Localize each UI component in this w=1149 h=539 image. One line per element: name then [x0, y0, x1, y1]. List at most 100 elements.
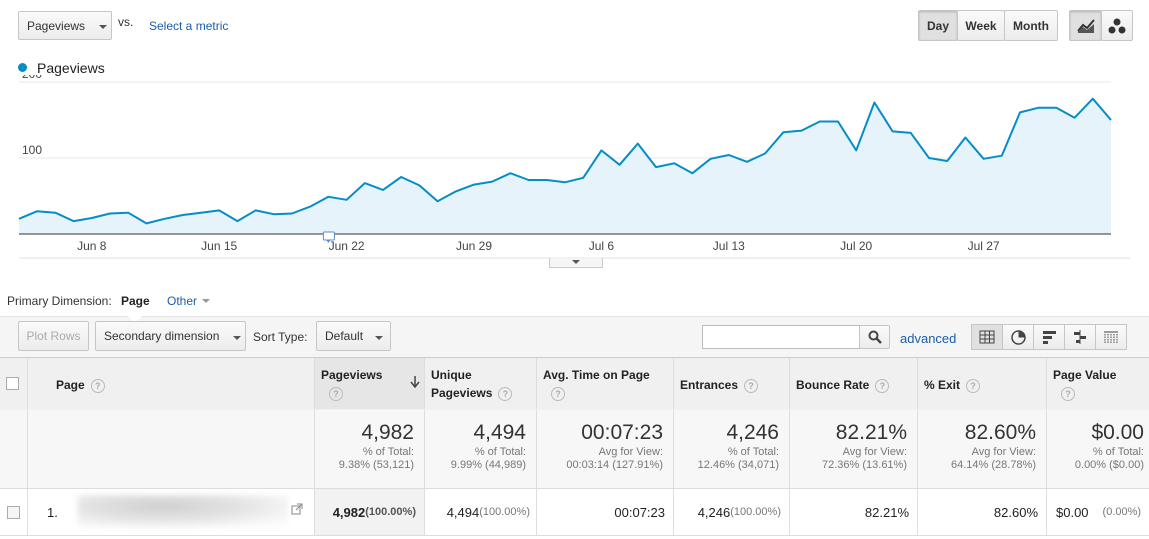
- header-page[interactable]: Page?: [28, 358, 315, 409]
- header-page-label: Page: [56, 378, 85, 392]
- help-icon[interactable]: ?: [744, 378, 759, 393]
- period-month-label: Month: [1013, 18, 1049, 33]
- totals-bounce-rate-value: 82.21%: [835, 421, 907, 444]
- vs-label: vs.: [118, 15, 134, 29]
- header-unique-label-1: Unique: [431, 368, 472, 382]
- table-search-input[interactable]: [702, 325, 860, 349]
- table-row: [0, 489, 1149, 536]
- x-tick-label: Jun 22: [329, 239, 365, 253]
- totals-unique: 4,494 % of Total: 9.99% (44,989): [425, 410, 537, 488]
- line-chart-icon: [1076, 18, 1095, 33]
- totals-spacer-check: [0, 410, 28, 488]
- view-performance-button[interactable]: [1033, 324, 1065, 350]
- dimension-other[interactable]: Other: [167, 294, 198, 308]
- view-pivot-button[interactable]: [1095, 324, 1127, 350]
- row-entrances-cell: 4,246 (100.00%): [674, 489, 790, 535]
- chevron-down-icon: [99, 25, 107, 29]
- help-icon[interactable]: ?: [875, 378, 890, 393]
- bar-chart-icon: [1042, 331, 1056, 344]
- header-unique-pageviews[interactable]: Unique Pageviews?: [425, 358, 537, 409]
- annotation-marker-icon: [322, 231, 335, 241]
- metric-select-value: Pageviews: [27, 18, 86, 33]
- totals-unique-caption: % of Total:: [474, 446, 526, 458]
- motion-chart-button[interactable]: [1101, 10, 1133, 41]
- help-icon[interactable]: ?: [966, 378, 981, 393]
- primary-dimension-label: Primary Dimension:: [7, 294, 112, 308]
- header-entrances[interactable]: Entrances?: [674, 358, 790, 409]
- help-icon[interactable]: ?: [1061, 386, 1075, 401]
- external-link-icon[interactable]: [291, 503, 303, 515]
- totals-entrances: 4,246 % of Total: 12.46% (34,071): [674, 410, 790, 488]
- row-page-value-cell: $0.00 (0.00%): [1047, 489, 1149, 535]
- dimension-page[interactable]: Page: [121, 294, 150, 308]
- totals-avg-time: 00:07:23 Avg for View: 00:03:14 (127.91%…: [537, 410, 674, 488]
- totals-bounce-rate-caption: Avg for View:: [842, 446, 907, 458]
- view-pie-button[interactable]: [1002, 324, 1034, 350]
- totals-entrances-detail: 12.46% (34,071): [697, 459, 779, 471]
- period-month-button[interactable]: Month: [1004, 10, 1058, 41]
- search-button[interactable]: [859, 325, 890, 349]
- series-area: [19, 98, 1111, 234]
- header-select-all: [0, 358, 28, 409]
- header-exit[interactable]: % Exit?: [918, 358, 1047, 409]
- active-tab-notch: [128, 316, 142, 323]
- totals-page-value-detail: 0.00% ($0.00): [1074, 459, 1144, 471]
- row-bounce-rate-cell: 82.21%: [790, 489, 918, 535]
- secondary-dimension-select[interactable]: Secondary dimension: [95, 321, 246, 351]
- totals-page-value-caption: % of Total:: [1092, 446, 1144, 458]
- totals-exit-caption: Avg for View:: [971, 446, 1036, 458]
- row-entrances-pct: (100.00%): [730, 506, 781, 518]
- x-tick-label: Jul 20: [840, 239, 872, 253]
- select-metric-link[interactable]: Select a metric: [149, 19, 229, 33]
- bubble-chart-icon: [1108, 18, 1126, 33]
- totals-avg-time-detail: 00:03:14 (127.91%): [566, 459, 663, 471]
- header-page-value-label: Page Value: [1053, 368, 1117, 382]
- metric-select[interactable]: Pageviews: [18, 11, 112, 40]
- totals-pageviews-caption: % of Total:: [362, 446, 414, 458]
- help-icon[interactable]: ?: [90, 378, 105, 393]
- totals-spacer-page: [28, 410, 315, 488]
- x-tick-label: Jun 29: [456, 239, 492, 253]
- help-icon[interactable]: ?: [551, 386, 565, 401]
- header-exit-label: % Exit: [924, 378, 961, 392]
- row-page-value-pct: (0.00%): [1102, 506, 1142, 518]
- sort-type-select[interactable]: Default: [316, 321, 391, 351]
- header-pageviews[interactable]: Pageviews?: [315, 358, 425, 409]
- row-entrances-value: 4,246: [697, 504, 731, 520]
- row-avg-time-cell: 00:07:23: [537, 489, 674, 535]
- legend-series-name: Pageviews: [37, 60, 105, 76]
- x-tick-label: Jun 8: [77, 239, 107, 253]
- header-bounce-rate[interactable]: Bounce Rate?: [790, 358, 918, 409]
- search-icon: [868, 330, 882, 344]
- period-day-button[interactable]: Day: [918, 10, 958, 41]
- row-index: 1.: [47, 504, 58, 520]
- row-page-value-value: $0.00: [1056, 504, 1089, 520]
- chart-collapse-handle[interactable]: [549, 258, 603, 268]
- line-chart-button[interactable]: [1069, 10, 1102, 41]
- row-exit-cell: 82.60%: [918, 489, 1047, 535]
- totals-exit: 82.60% Avg for View: 64.14% (28.78%): [918, 410, 1047, 488]
- row-checkbox-cell: [0, 489, 28, 535]
- sort-type-label: Sort Type:: [253, 330, 308, 344]
- view-comparison-button[interactable]: [1064, 324, 1096, 350]
- header-entrances-label: Entrances: [680, 378, 739, 392]
- row-unique-pct: (100.00%): [479, 506, 530, 518]
- select-all-checkbox[interactable]: [6, 377, 19, 390]
- period-week-button[interactable]: Week: [957, 10, 1005, 41]
- row-page-cell: 1.: [28, 489, 315, 535]
- help-icon[interactable]: ?: [498, 386, 513, 401]
- advanced-link[interactable]: advanced: [900, 331, 957, 346]
- row-checkbox[interactable]: [7, 505, 20, 519]
- totals-avg-time-value: 00:07:23: [581, 421, 663, 444]
- view-table-button[interactable]: [971, 324, 1003, 350]
- row-page-blurred[interactable]: [78, 495, 288, 527]
- plot-rows-button[interactable]: Plot Rows: [18, 321, 89, 351]
- y-tick-label: 200: [22, 75, 42, 81]
- totals-pageviews-value: 4,982: [361, 421, 414, 444]
- totals-bounce-rate: 82.21% Avg for View: 72.36% (13.61%): [790, 410, 918, 488]
- header-avg-time[interactable]: Avg. Time on Page?: [537, 358, 674, 409]
- sort-type-value: Default: [325, 329, 364, 343]
- totals-unique-detail: 9.99% (44,989): [450, 459, 526, 471]
- help-icon[interactable]: ?: [329, 386, 343, 401]
- header-page-value[interactable]: Page Value?: [1047, 358, 1149, 409]
